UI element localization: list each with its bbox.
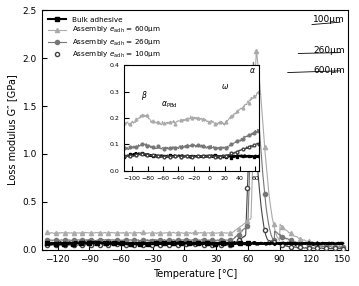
Text: 100μm: 100μm	[313, 15, 345, 24]
Text: 600μm: 600μm	[313, 65, 345, 75]
Text: 260μm: 260μm	[313, 47, 345, 55]
Legend: Bulk adhesive, Assembly $e_{\rm adh}$ = 600μm, Assembly $e_{\rm adh}$ = 260μm, A: Bulk adhesive, Assembly $e_{\rm adh}$ = …	[45, 14, 164, 63]
X-axis label: Temperature [°C]: Temperature [°C]	[153, 269, 237, 279]
Y-axis label: Loss modulus G″ [GPa]: Loss modulus G″ [GPa]	[7, 75, 17, 185]
